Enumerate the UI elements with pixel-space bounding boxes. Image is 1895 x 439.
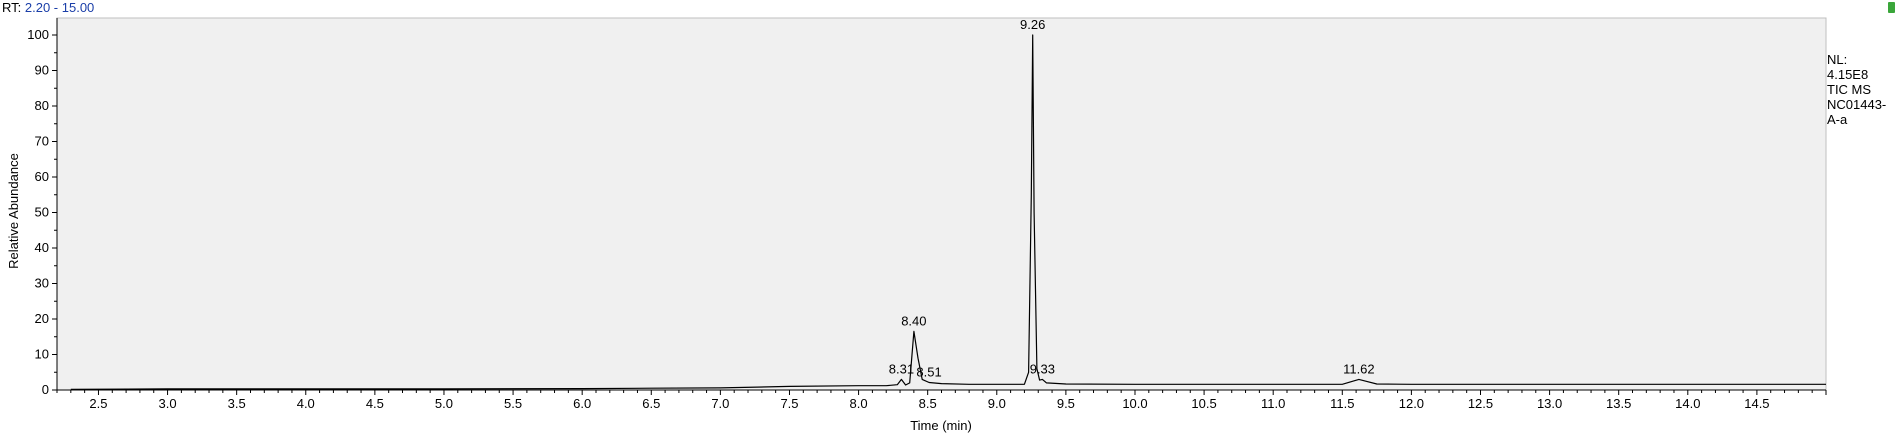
peak-label: 9.33	[1030, 361, 1055, 376]
x-tick-label: 13.5	[1606, 396, 1631, 411]
y-tick-label: 40	[35, 240, 49, 255]
plot-area	[56, 17, 1827, 391]
x-tick-label: 5.5	[504, 396, 522, 411]
x-tick-label: 14.0	[1675, 396, 1700, 411]
x-tick-label: 2.5	[89, 396, 107, 411]
x-tick-label: 14.5	[1744, 396, 1769, 411]
y-axis-title: Relative Abundance	[6, 153, 21, 269]
x-tick-label: 6.5	[642, 396, 660, 411]
x-tick-label: 7.5	[780, 396, 798, 411]
y-tick-label: 70	[35, 134, 49, 149]
nl-label: NL:	[1827, 52, 1848, 67]
normalization-info: NL: 4.15E8 TIC MS NC01443- A-a	[1827, 52, 1886, 127]
y-tick-label: 90	[35, 63, 49, 78]
x-tick-label: 13.0	[1537, 396, 1562, 411]
peak-label: 8.31	[889, 361, 914, 376]
scan-filter: TIC MS	[1827, 82, 1872, 97]
x-tick-label: 9.5	[1057, 396, 1075, 411]
x-tick-label: 10.5	[1191, 396, 1216, 411]
y-tick-label: 50	[35, 205, 49, 220]
status-indicator	[1888, 2, 1895, 13]
y-tick-label: 0	[42, 382, 49, 397]
rt-label: RT:	[2, 0, 22, 15]
sample-name-line1: NC01443-	[1827, 97, 1887, 112]
peak-label: 11.62	[1343, 361, 1375, 376]
x-axis-title: Time (min)	[910, 418, 972, 433]
y-tick-label: 100	[27, 27, 49, 42]
rt-range-value: 2.20 - 15.00	[24, 0, 95, 15]
peak-label: 8.40	[901, 313, 926, 328]
x-tick-label: 10.0	[1122, 396, 1147, 411]
x-tick-label: 8.5	[919, 396, 937, 411]
x-tick-label: 4.5	[366, 396, 384, 411]
y-tick-label: 30	[35, 276, 49, 291]
x-tick-label: 11.5	[1330, 396, 1354, 411]
x-tick-label: 12.0	[1399, 396, 1424, 411]
x-tick-label: 6.0	[573, 396, 591, 411]
x-tick-label: 3.0	[159, 396, 177, 411]
y-tick-label: 10	[35, 347, 49, 362]
x-tick-label: 11.0	[1261, 396, 1285, 411]
nl-value: 4.15E8	[1827, 67, 1869, 82]
x-tick-label: 5.0	[435, 396, 453, 411]
x-tick-label: 8.0	[850, 396, 868, 411]
y-tick-label: 60	[35, 169, 49, 184]
tic-trace-series	[70, 34, 1826, 390]
peak-label: 9.26	[1020, 17, 1045, 32]
x-tick-label: 12.5	[1468, 396, 1493, 411]
y-tick-label: 20	[35, 311, 49, 326]
x-tick-label: 4.0	[297, 396, 315, 411]
x-tick-label: 3.5	[228, 396, 246, 411]
peak-label: 8.51	[916, 365, 941, 380]
sample-name-line2: A-a	[1827, 112, 1848, 127]
x-tick-label: 7.0	[711, 396, 729, 411]
y-tick-label: 80	[35, 98, 49, 113]
x-tick-label: 9.0	[988, 396, 1006, 411]
rt-range-header: RT: 2.20 - 15.00	[2, 0, 94, 15]
